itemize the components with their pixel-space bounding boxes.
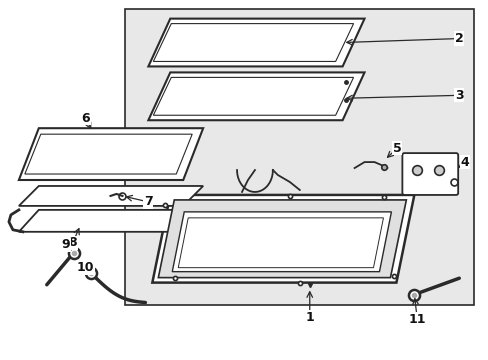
Polygon shape bbox=[148, 72, 364, 120]
Polygon shape bbox=[19, 128, 203, 180]
Text: 1: 1 bbox=[305, 311, 313, 324]
Polygon shape bbox=[19, 186, 203, 206]
Polygon shape bbox=[158, 200, 406, 278]
FancyBboxPatch shape bbox=[402, 153, 457, 195]
Text: 9: 9 bbox=[61, 238, 70, 251]
Text: 7: 7 bbox=[143, 195, 152, 208]
Polygon shape bbox=[152, 195, 413, 283]
Text: 10: 10 bbox=[77, 261, 94, 274]
Polygon shape bbox=[148, 19, 364, 67]
Text: 8: 8 bbox=[68, 236, 77, 249]
Text: 5: 5 bbox=[392, 141, 401, 155]
Polygon shape bbox=[172, 212, 390, 272]
Text: 6: 6 bbox=[81, 112, 90, 125]
Text: 4: 4 bbox=[460, 156, 468, 168]
Text: 3: 3 bbox=[454, 89, 463, 102]
Text: 2: 2 bbox=[454, 32, 463, 45]
Polygon shape bbox=[19, 210, 203, 232]
Text: 11: 11 bbox=[408, 313, 425, 326]
FancyBboxPatch shape bbox=[125, 9, 473, 305]
